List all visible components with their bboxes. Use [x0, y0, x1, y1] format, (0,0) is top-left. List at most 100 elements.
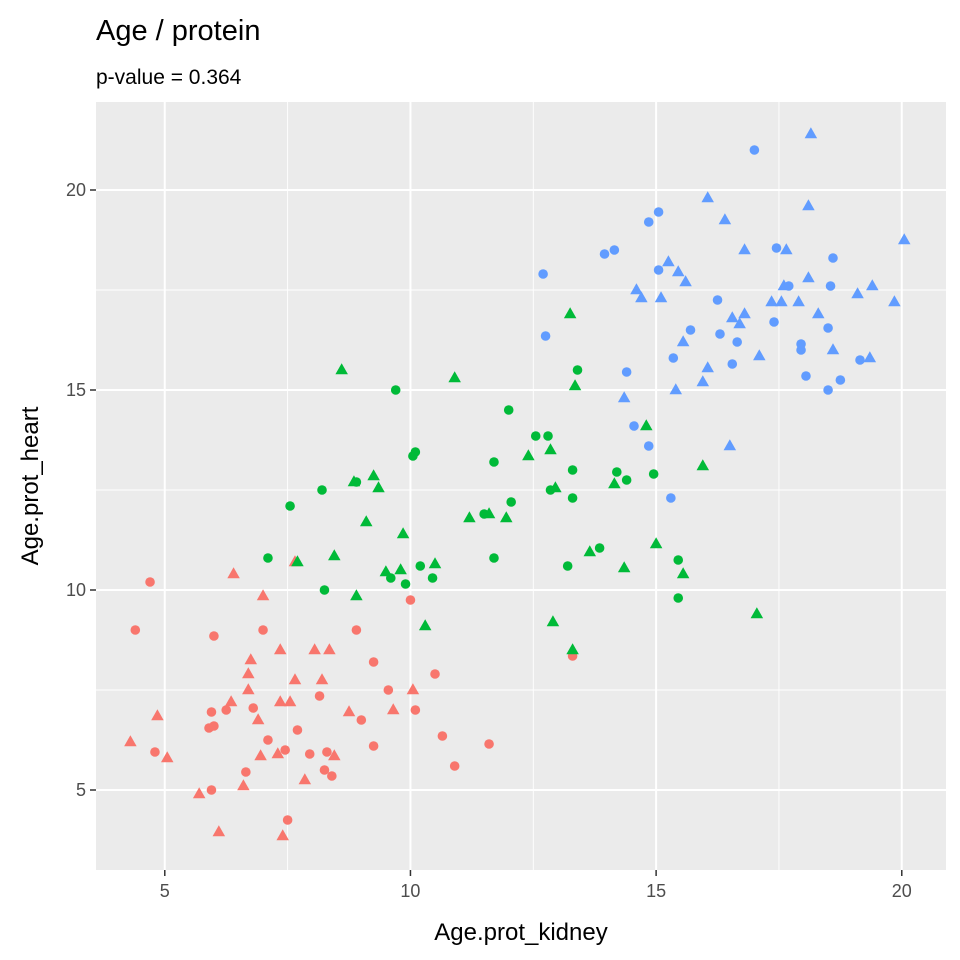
data-point-triangle [811, 307, 825, 319]
grid-minor [96, 102, 946, 870]
data-points [124, 127, 911, 841]
data-point-circle [427, 573, 438, 583]
data-point-circle [653, 265, 664, 275]
data-point-triangle [851, 287, 864, 299]
data-point-circle [314, 691, 325, 701]
data-point-circle [206, 707, 217, 717]
data-point-circle [437, 731, 448, 741]
data-point-triangle [394, 563, 407, 575]
data-point-triangle [617, 391, 631, 403]
data-point-circle [643, 441, 654, 451]
data-point-triangle [124, 735, 137, 747]
chart-subtitle: p-value = 0.364 [96, 66, 242, 89]
data-point-triangle [212, 825, 226, 837]
y-tick-label: 15 [66, 380, 86, 400]
data-point-circle [415, 561, 426, 571]
data-point-triangle [608, 477, 621, 489]
data-point-circle [823, 385, 833, 395]
data-point-triangle [359, 515, 373, 527]
data-point-triangle [256, 589, 270, 601]
data-point-triangle [669, 383, 683, 395]
data-point-circle [263, 735, 273, 745]
data-point-circle [248, 703, 259, 713]
data-point-triangle [568, 379, 582, 391]
data-point-circle [484, 739, 494, 749]
data-point-circle [351, 477, 362, 487]
data-point-circle [319, 765, 330, 775]
data-point-triangle [448, 371, 461, 383]
data-point-circle [648, 469, 659, 479]
data-point-circle [351, 625, 362, 635]
data-point-triangle [342, 705, 356, 717]
y-tick-label: 10 [66, 580, 86, 600]
data-point-triangle [733, 317, 746, 329]
data-point-circle [749, 145, 760, 155]
data-point-triangle [635, 291, 648, 303]
data-point-circle [317, 485, 327, 495]
data-point-triangle [406, 683, 420, 695]
data-point-triangle [802, 199, 815, 211]
data-point-circle [771, 243, 782, 253]
data-point-triangle [160, 751, 174, 763]
data-point-circle [130, 625, 141, 635]
data-point-circle [666, 493, 676, 503]
data-point-circle [653, 207, 664, 217]
data-point-circle [594, 543, 605, 553]
data-point-circle [258, 625, 268, 635]
data-point-triangle [753, 349, 766, 361]
data-point-circle [712, 295, 723, 305]
data-point-circle [322, 747, 332, 757]
data-point-triangle [696, 459, 710, 471]
data-point-triangle [237, 779, 250, 791]
data-point-triangle [428, 557, 442, 569]
data-point-triangle [679, 275, 692, 287]
data-point-triangle [328, 749, 341, 761]
data-point-circle [368, 657, 379, 667]
x-tick-label: 20 [892, 881, 912, 901]
data-point-triangle [367, 469, 380, 481]
data-point-triangle [583, 545, 597, 557]
data-point-triangle [418, 619, 432, 631]
data-point-triangle [617, 561, 631, 573]
data-point-circle [732, 337, 742, 347]
data-point-triangle [151, 709, 164, 721]
data-point-triangle [630, 283, 643, 295]
data-point-triangle [701, 361, 714, 373]
data-point-circle [430, 669, 440, 679]
data-point-circle [449, 761, 460, 771]
data-point-triangle [654, 291, 668, 303]
data-point-triangle [723, 439, 737, 451]
plot-panel [96, 102, 946, 870]
data-point-triangle [804, 127, 818, 139]
data-point-triangle [328, 549, 341, 561]
data-point-circle [400, 579, 411, 589]
data-point-triangle [283, 695, 297, 707]
data-point-circle [715, 329, 725, 339]
x-axis-title: Age.prot_kidney [434, 919, 607, 946]
data-point-triangle [826, 343, 840, 355]
data-point-triangle [765, 295, 778, 307]
data-point-circle [150, 747, 160, 757]
data-point-circle [327, 771, 337, 781]
data-point-triangle [254, 749, 267, 761]
data-point-triangle [350, 589, 363, 601]
data-point-circle [783, 281, 794, 291]
data-point-circle [209, 631, 219, 641]
data-point-triangle [335, 363, 348, 375]
y-tick-label: 5 [76, 780, 86, 800]
data-point-circle [489, 553, 499, 563]
data-point-triangle [897, 233, 911, 245]
data-point-circle [282, 815, 293, 825]
data-point-triangle [750, 607, 764, 619]
data-point-circle [319, 585, 330, 595]
data-point-triangle [563, 307, 577, 319]
data-point-triangle [718, 213, 732, 225]
data-point-circle [390, 385, 401, 395]
data-point-triangle [288, 673, 302, 685]
data-point-circle [668, 353, 679, 363]
data-point-triangle [662, 255, 675, 267]
data-point-circle [727, 359, 738, 369]
data-point-triangle [273, 643, 287, 655]
data-point-triangle [276, 829, 289, 841]
y-axis-title: Age.prot_heart [17, 406, 44, 565]
